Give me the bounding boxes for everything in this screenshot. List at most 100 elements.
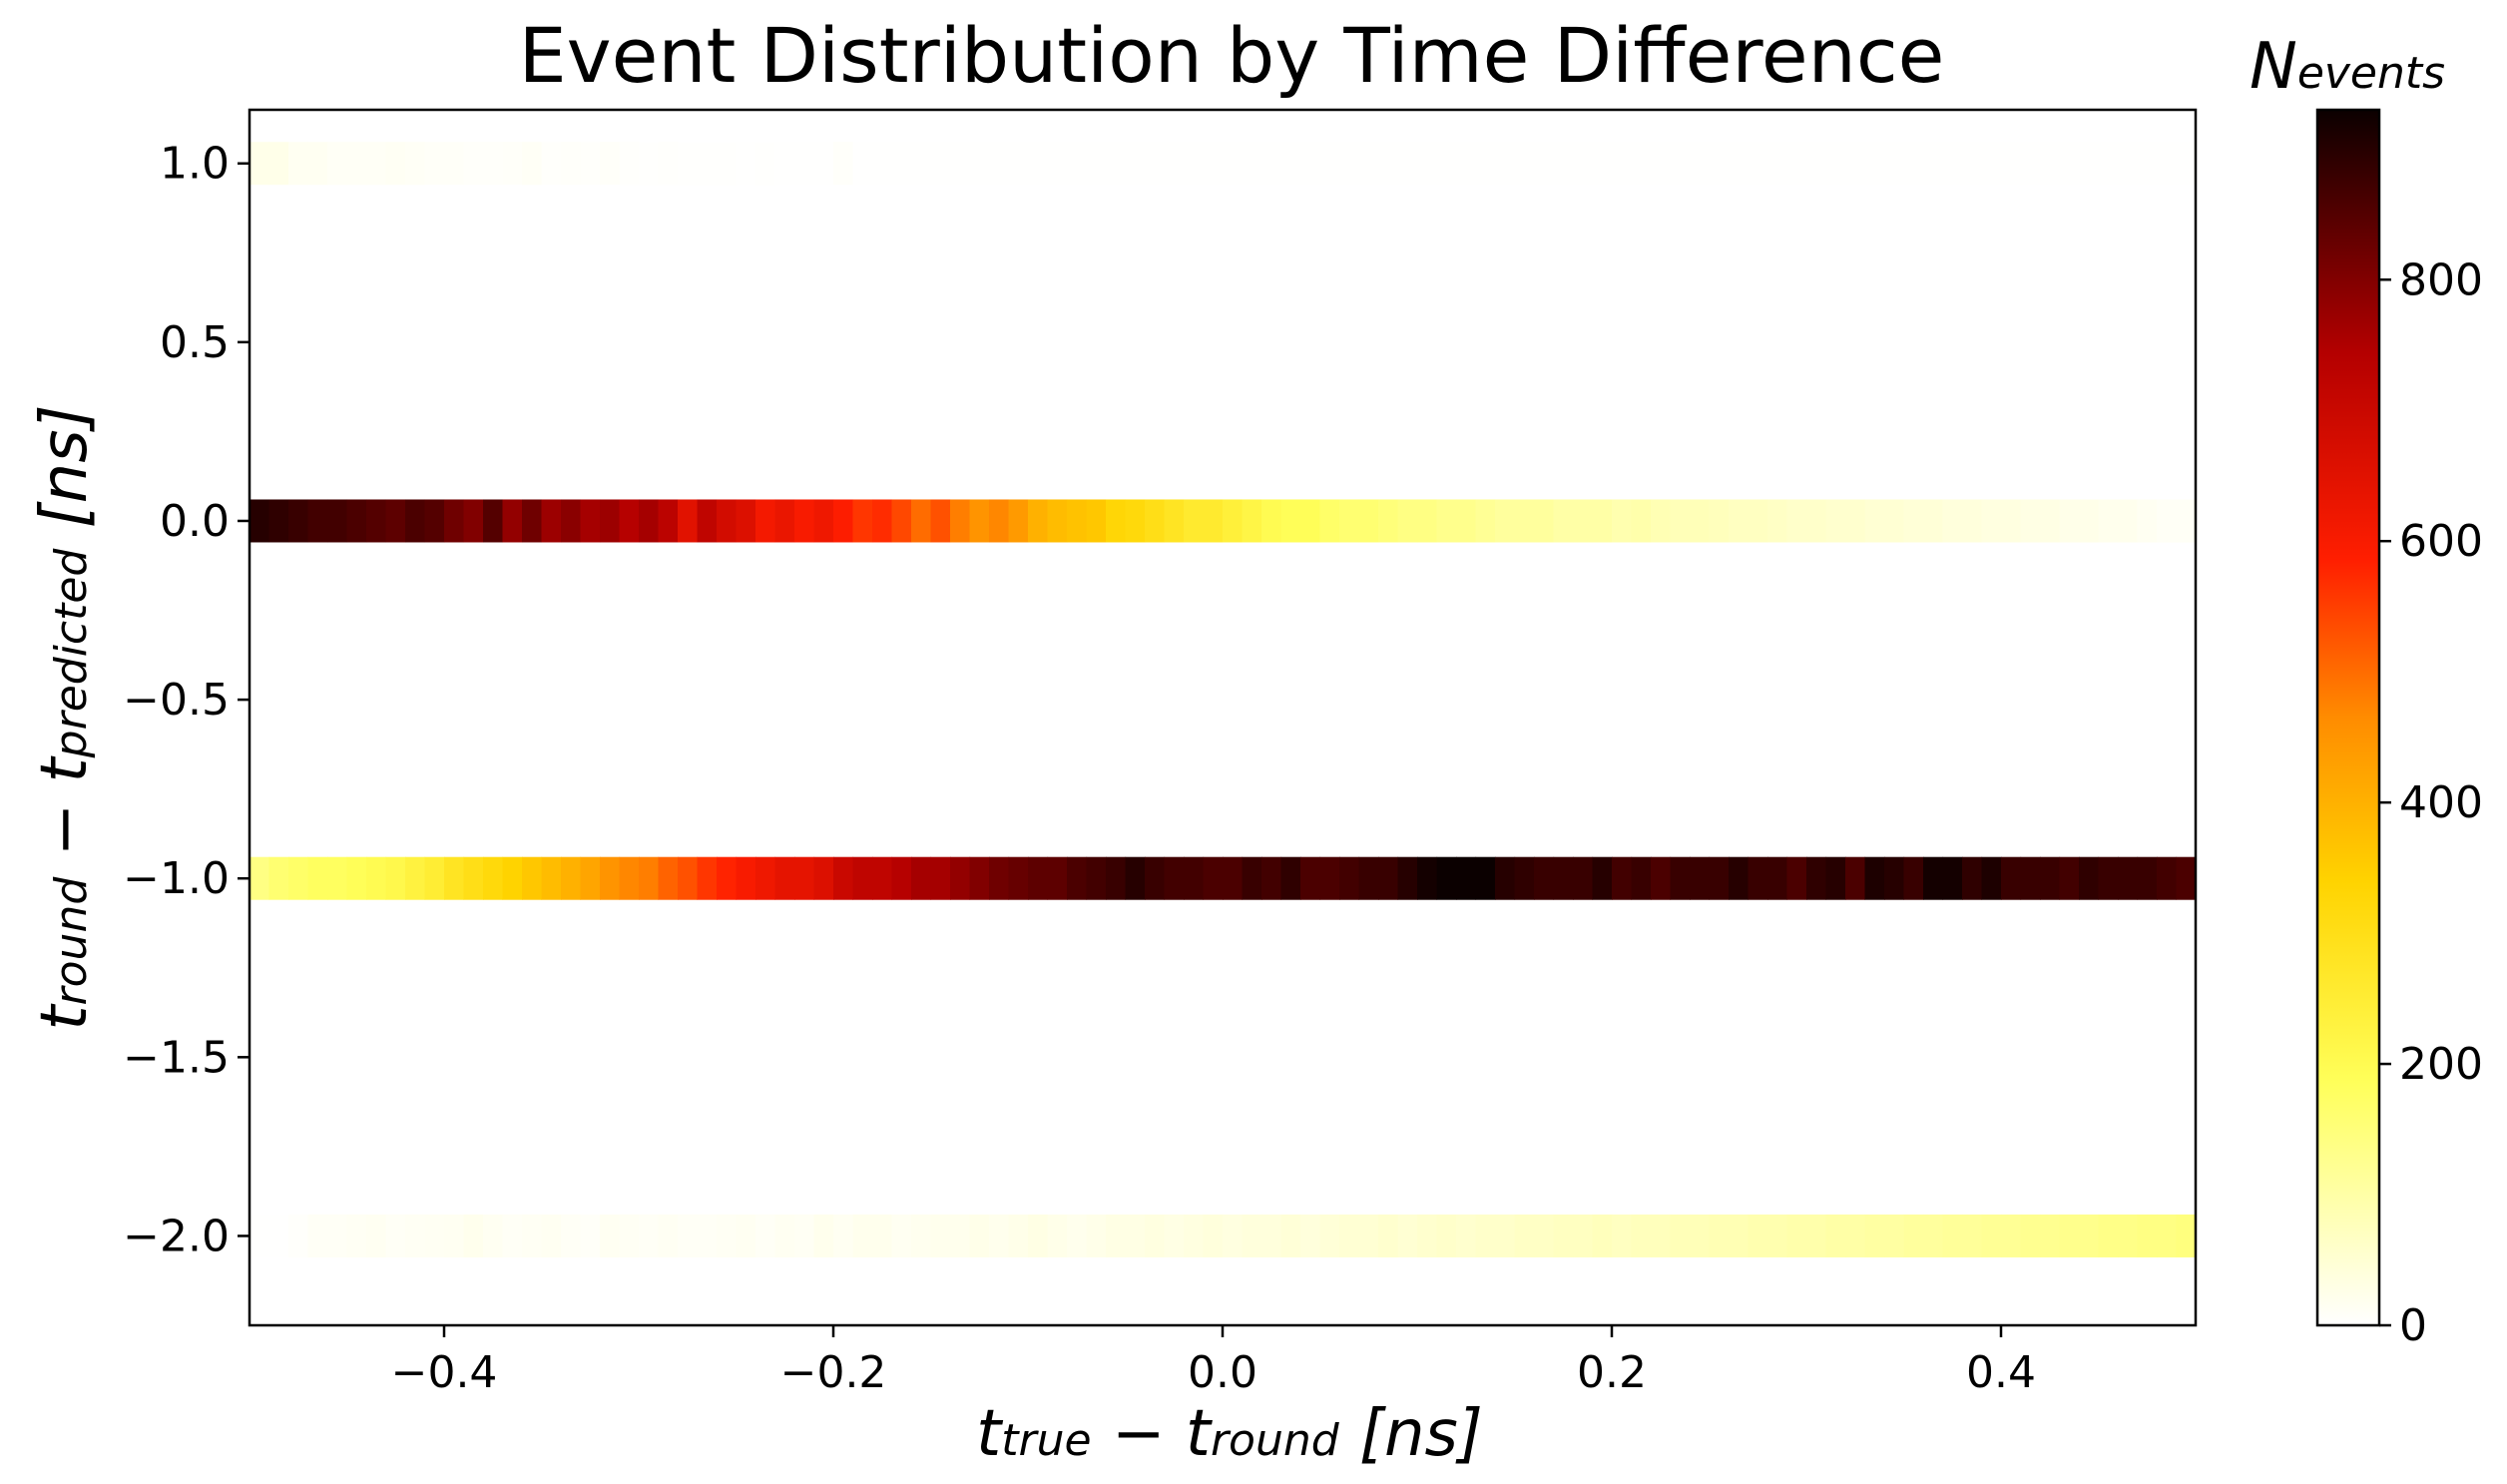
colorbar-label: Nevents [2250,30,2445,104]
heatmap-cell [930,499,951,543]
heatmap-cell [2001,142,2022,186]
heatmap-cell [424,1214,445,1257]
heatmap-cell [1028,142,1049,186]
heatmap-cell [736,499,756,543]
heatmap-cell [1670,142,1691,186]
heatmap-cell [2137,142,2158,186]
heatmap-cell [619,856,640,900]
heatmap-cell [1358,856,1379,900]
heatmap-cell [891,1214,912,1257]
heatmap-cell [463,142,484,186]
heatmap-cell [1086,1214,1107,1257]
heatmap-cell [1067,856,1088,900]
heatmap-cell [1047,142,1068,186]
heatmap-cell [852,856,873,900]
x-tick-label: 0.0 [1188,1347,1257,1398]
y-tick-label: −2.0 [123,1211,230,1261]
heatmap-cell [2040,856,2061,900]
heatmap-cell [307,142,328,186]
heatmap-cell [911,856,932,900]
heatmap-cell [1067,142,1088,186]
heatmap-cell [911,142,932,186]
heatmap-cell [1864,499,1885,543]
heatmap-cell [1339,1214,1360,1257]
heatmap-cell [1903,856,1924,900]
heatmap-cell [1145,1214,1166,1257]
heatmap-cell [1319,1214,1340,1257]
heatmap-cell [444,856,465,900]
heatmap-cell [2079,856,2100,900]
heatmap-cell [1962,1214,1983,1257]
heatmap-cell [2098,856,2119,900]
heatmap-cell [2059,499,2080,543]
heatmap-cell [1456,499,1477,543]
heatmap-cell [2098,1214,2119,1257]
heatmap-cell [1864,1214,1885,1257]
heatmap-cell [1845,142,1866,186]
heatmap-cell [1729,142,1750,186]
heatmap-cell [1884,142,1905,186]
heatmap-cell [1280,499,1301,543]
heatmap-cell [1573,1214,1594,1257]
heatmap-cell [561,499,582,543]
heatmap-cell [502,856,523,900]
heatmap-cell [678,1214,699,1257]
heatmap-cell [2001,856,2022,900]
heatmap-cell [1806,1214,1827,1257]
heatmap-cell [2118,142,2139,186]
heatmap-cell [2157,499,2178,543]
heatmap-cell [366,142,387,186]
heatmap-cell [950,142,971,186]
heatmap-cell [1106,856,1127,900]
heatmap-cell [1631,856,1652,900]
heatmap-cell [1923,499,1944,543]
heatmap-cell [1125,856,1146,900]
heatmap-cell [1903,142,1924,186]
heatmap-cell [1417,856,1438,900]
heatmap-cell [911,1214,932,1257]
heatmap-cell [755,142,776,186]
heatmap-cell [522,856,543,900]
heatmap-cell [1164,499,1185,543]
heatmap-cell [1456,856,1477,900]
heatmap-cell [1884,856,1905,900]
heatmap-cell [833,499,854,543]
heatmap-cell [1242,856,1262,900]
heatmap-cell [366,499,387,543]
heatmap-cell [1786,499,1807,543]
heatmap-cell [1553,856,1574,900]
heatmap-cell [1378,142,1399,186]
heatmap-cell [678,856,699,900]
heatmap-cell [1067,1214,1088,1257]
heatmap-cell [2176,142,2197,186]
heatmap-cell [1884,1214,1905,1257]
heatmap-cell [1942,1214,1963,1257]
heatmap-cell [1651,142,1672,186]
heatmap-cell [1261,142,1282,186]
heatmap-cell [2098,499,2119,543]
heatmap-cell [1495,856,1516,900]
heatmap-cell [483,1214,504,1257]
heatmap-cell [600,499,621,543]
x-axis-label: ttrue − tround [ns] [976,1397,1483,1471]
heatmap-cell [1378,1214,1399,1257]
heatmap-cell [1378,856,1399,900]
heatmap-cell [1397,499,1418,543]
heatmap-cell [268,142,289,186]
heatmap-cell [2001,1214,2022,1257]
heatmap-cell [580,499,601,543]
heatmap-cell [852,1214,873,1257]
heatmap-cell [541,856,562,900]
heatmap-cell [327,499,348,543]
heatmap-cell [813,856,834,900]
heatmap-cell [619,142,640,186]
heatmap-cell [1514,499,1535,543]
heatmap-cell [1086,499,1107,543]
heatmap-cell [639,499,660,543]
heatmap-cell [2079,1214,2100,1257]
heatmap-cell [2059,1214,2080,1257]
heatmap-cell [2079,499,2100,543]
heatmap-cell [463,1214,484,1257]
heatmap-cell [1067,499,1088,543]
heatmap-cell [717,1214,738,1257]
